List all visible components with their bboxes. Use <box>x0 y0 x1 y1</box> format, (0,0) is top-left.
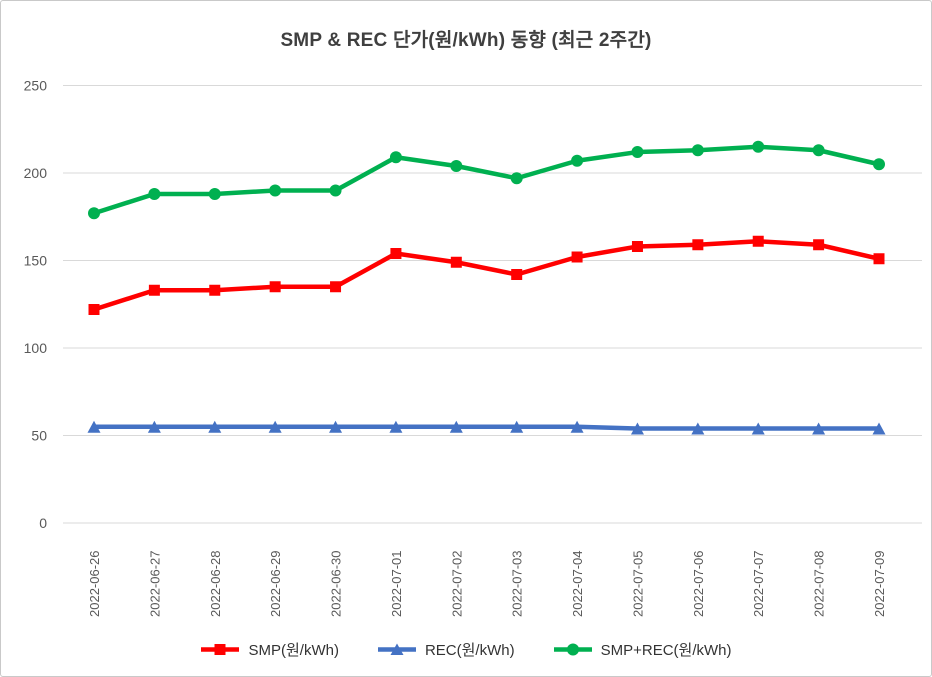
series-line-smp <box>91 239 882 312</box>
legend-swatch-marker <box>214 644 226 655</box>
legend-label-smp-plus-rec: SMP+REC(원/kWh) <box>600 642 732 659</box>
x-tick-label: 2022-06-27 <box>147 551 162 618</box>
chart-title: SMP & REC 단가(원/kWh) 동향 (최근 2주간) <box>280 30 652 51</box>
data-point-marker-smp-plus-rec <box>329 184 342 197</box>
data-point-marker-rec <box>389 420 403 433</box>
data-point-marker-smp-plus-rec <box>873 158 885 171</box>
data-point-marker-smp <box>269 281 281 293</box>
legend-item-rec: REC(원/kWh) <box>377 639 515 660</box>
x-tick-label: 2022-06-26 <box>87 551 102 618</box>
data-point-marker-rec <box>268 420 282 433</box>
data-point-marker-smp-plus-rec <box>208 188 221 200</box>
data-point-marker-rec <box>87 420 101 433</box>
data-point-marker-smp-plus-rec <box>812 144 825 157</box>
data-point-marker-rec <box>691 422 705 435</box>
data-point-marker-rec <box>147 420 161 433</box>
x-tick-label: 2022-07-09 <box>872 551 887 618</box>
data-point-marker-smp-plus-rec <box>148 188 161 200</box>
data-point-marker-smp-plus-rec <box>510 172 523 185</box>
data-point-marker-rec <box>570 420 584 433</box>
x-tick-label: 2022-06-28 <box>208 551 223 618</box>
x-tick-label: 2022-07-08 <box>812 551 827 618</box>
data-point-marker-smp <box>571 251 583 263</box>
data-point-marker-rec <box>329 420 343 433</box>
x-tick-label: 2022-07-04 <box>570 551 585 618</box>
data-point-marker-smp-plus-rec <box>450 160 463 172</box>
data-point-marker-rec <box>630 422 644 435</box>
y-tick-label: 100 <box>24 340 48 356</box>
data-point-marker-smp <box>813 239 825 251</box>
data-point-marker-smp <box>692 239 704 251</box>
data-point-marker-smp <box>631 241 643 252</box>
data-point-marker-smp <box>209 284 221 296</box>
legend-swatch-marker <box>390 643 404 655</box>
data-point-marker-smp-plus-rec <box>631 146 644 158</box>
legend-item-smp: SMP(원/kWh) <box>200 639 339 660</box>
y-tick-label: 0 <box>39 515 47 531</box>
legend-label-smp: SMP(원/kWh) <box>248 642 339 659</box>
data-point-marker-smp-plus-rec <box>88 207 100 220</box>
data-point-marker-rec <box>208 420 222 433</box>
data-point-marker-rec <box>872 422 886 435</box>
rec-line-swatch <box>377 643 416 655</box>
data-point-marker-smp-plus-rec <box>389 151 402 164</box>
smp-line-swatch <box>201 644 240 655</box>
series-line-rec <box>91 424 882 431</box>
data-point-marker-smp-plus-rec <box>752 140 765 153</box>
data-point-marker-smp <box>511 269 523 280</box>
data-point-marker-smp <box>88 304 100 315</box>
legend-item-smp-plus-rec: SMP+REC(원/kWh) <box>553 639 732 660</box>
x-tick-label: 2022-07-06 <box>691 551 706 618</box>
y-tick-label: 250 <box>24 78 48 94</box>
x-tick-label: 2022-06-30 <box>329 551 344 618</box>
data-point-marker-rec <box>510 420 524 433</box>
legend-swatch-marker <box>566 643 579 656</box>
x-tick-label: 2022-07-01 <box>389 551 404 618</box>
chart-legend: SMP(원/kWh) REC(원/kWh) SMP+REC(원/kWh) <box>1 639 931 660</box>
data-point-marker-rec <box>751 422 765 435</box>
legend-label-rec: REC(원/kWh) <box>424 642 515 659</box>
data-point-marker-smp <box>450 256 462 268</box>
x-tick-label: 2022-07-02 <box>449 551 464 618</box>
y-tick-label: 50 <box>31 428 47 444</box>
x-tick-label: 2022-07-05 <box>630 551 645 618</box>
data-point-marker-smp-plus-rec <box>571 154 584 167</box>
series-line-smp-plus-rec <box>91 144 882 216</box>
data-point-marker-smp <box>752 235 764 247</box>
x-tick-label: 2022-07-07 <box>751 551 766 618</box>
data-point-marker-rec <box>812 422 826 435</box>
data-point-marker-smp-plus-rec <box>691 144 704 157</box>
y-tick-label: 150 <box>24 253 48 269</box>
data-point-marker-smp <box>390 248 402 259</box>
data-point-marker-rec <box>449 420 463 433</box>
smp-plus-rec-line-swatch <box>553 643 592 656</box>
x-tick-label: 2022-06-29 <box>268 551 283 618</box>
data-point-marker-smp <box>148 284 160 296</box>
data-point-marker-smp <box>330 281 342 293</box>
y-tick-label: 200 <box>24 165 48 181</box>
data-point-marker-smp <box>873 253 885 265</box>
x-tick-label: 2022-07-03 <box>510 551 525 618</box>
data-point-marker-smp-plus-rec <box>269 184 282 197</box>
